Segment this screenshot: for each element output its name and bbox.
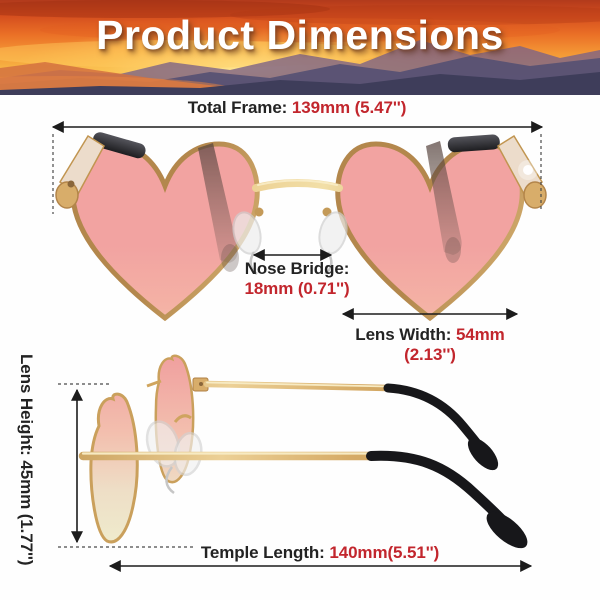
- lens-width-text: Lens Width:: [355, 325, 452, 344]
- hinge-left: [55, 134, 105, 209]
- banner-mountains-art: [0, 0, 600, 95]
- mountain-silhouettes: [0, 40, 600, 95]
- temple-length-label: Temple Length: 140mm(5.51''): [170, 543, 470, 563]
- nose-bridge-value: 18mm (0.71''): [244, 279, 350, 298]
- lens-width-value: 54mm (2.13''): [404, 325, 505, 364]
- temple-length-text: Temple Length:: [200, 543, 325, 562]
- front-view-image: [55, 132, 547, 322]
- lens-height-label: Lens Height: 45mm (1.77''): [16, 354, 36, 570]
- folded-temple-shadows: [198, 141, 462, 272]
- nose-bridge-text: Nose Bridge:: [244, 259, 350, 278]
- side-lens-back: [154, 354, 195, 484]
- nose-bridge-label: Nose Bridge: 18mm (0.71''): [212, 259, 382, 299]
- side-view-image: [78, 354, 528, 549]
- temple-length-value: 140mm(5.51''): [329, 543, 440, 562]
- nose-bridge-bar: [252, 179, 343, 192]
- banner-title: Product Dimensions: [96, 12, 504, 58]
- lens-height-value: 45mm (1.77''): [17, 460, 36, 566]
- temple-arm-upper: [203, 380, 499, 471]
- banner: Product Dimensions: [0, 0, 600, 95]
- side-nose-pads: [145, 414, 203, 495]
- total-frame-text: Total Frame:: [187, 98, 288, 117]
- lens-width-label: Lens Width: 54mm (2.13''): [330, 325, 530, 365]
- lens-height-text: Lens Height:: [17, 354, 36, 456]
- temple-arm-lower: [78, 450, 528, 549]
- temple-tip-right: [447, 134, 500, 153]
- temple-tip-left: [92, 132, 146, 159]
- side-lens-front: [89, 392, 139, 544]
- side-hinge: [146, 377, 209, 392]
- total-frame-label: Total Frame: 139mm (5.47''): [90, 98, 504, 118]
- total-frame-value: 139mm (5.47''): [291, 98, 407, 117]
- hinge-right: [497, 134, 547, 209]
